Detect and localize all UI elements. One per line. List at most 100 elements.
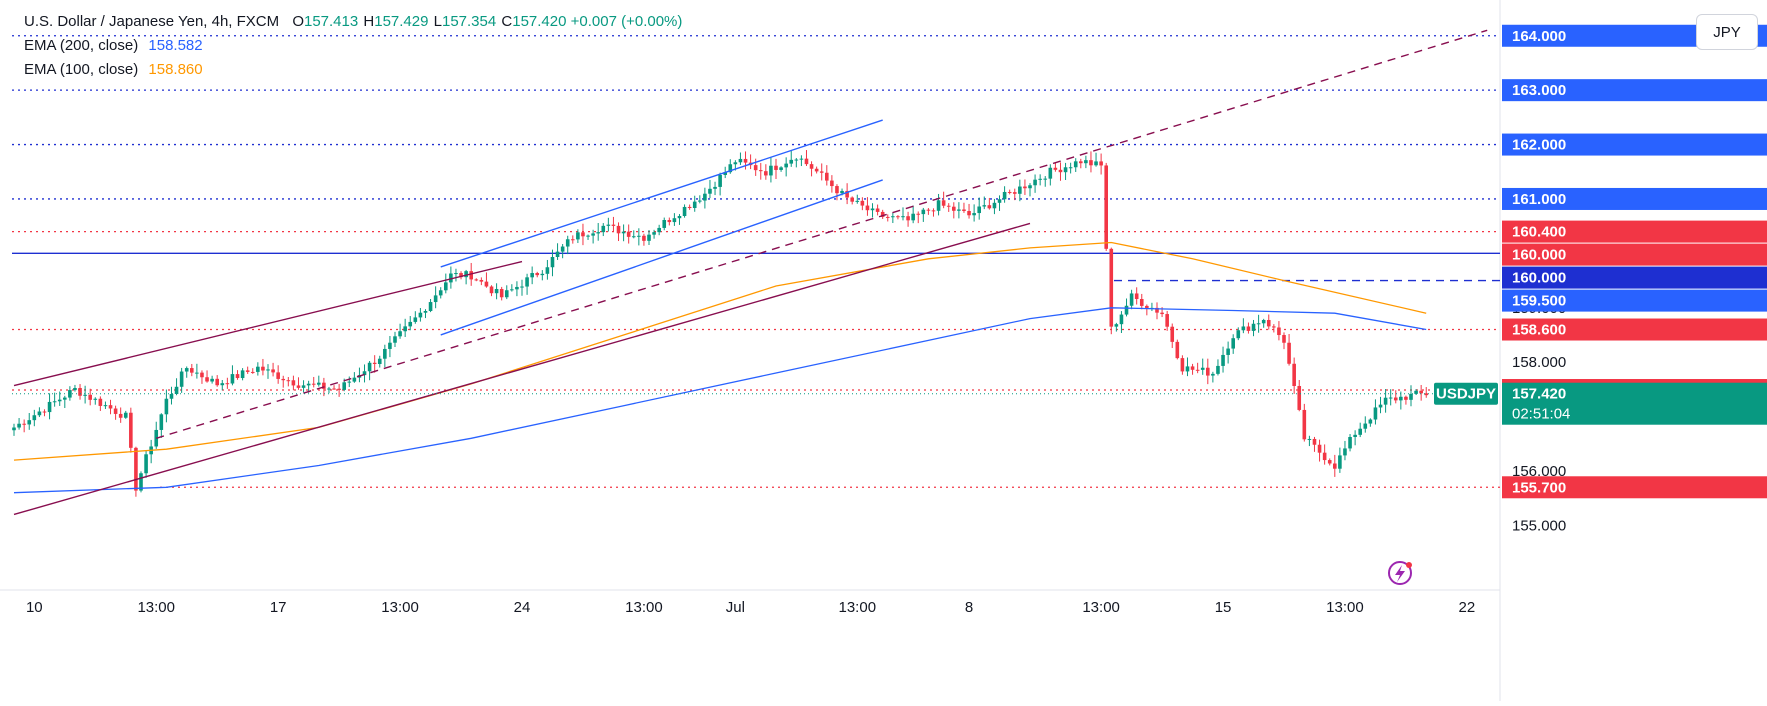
candle-body (957, 209, 961, 211)
candle-body (631, 236, 636, 238)
candle-body (921, 209, 926, 215)
candle-body (530, 273, 534, 278)
candle-body (906, 216, 910, 221)
candle-body (1317, 444, 1322, 453)
candle-body (225, 383, 230, 385)
candle-body (1404, 396, 1408, 400)
candle-body (1419, 390, 1423, 394)
candle-body (616, 225, 621, 234)
candles (12, 150, 1429, 497)
candle-body (540, 273, 545, 276)
candle-body (1053, 167, 1058, 170)
candle-body (1231, 338, 1235, 349)
candle-body (388, 342, 392, 349)
candle-body (301, 385, 306, 388)
candle-body (855, 200, 860, 202)
candle-body (1399, 396, 1403, 401)
candle-body (896, 216, 900, 218)
candle-body (946, 205, 951, 207)
candle-body (784, 163, 788, 168)
candle-body (586, 235, 590, 237)
candle-body (591, 233, 595, 236)
trendline-1 (13, 222, 1031, 516)
candle-body (322, 382, 326, 389)
candle-body (525, 277, 529, 287)
candle-body (809, 164, 814, 169)
legend-row-ema100[interactable]: EMA (100, close) 158.860 (24, 58, 682, 82)
ema200-value: 158.582 (148, 37, 203, 54)
candle-body (723, 172, 727, 175)
candle-body (444, 282, 448, 291)
candle-body (1343, 448, 1347, 456)
candle-body (37, 411, 42, 416)
candle-body (383, 348, 387, 359)
candle-body (1104, 165, 1108, 249)
x-tick-label: 13:00 (381, 599, 419, 616)
candle-body (1292, 363, 1296, 386)
candle-body (1241, 326, 1246, 331)
price-badge-label: 163.000 (1512, 82, 1566, 99)
candle-body (413, 317, 418, 322)
candle-body (240, 370, 245, 379)
candle-body (692, 201, 697, 209)
x-tick-label: Jul (726, 599, 745, 616)
candle-body (403, 326, 407, 332)
candle-body (438, 290, 443, 296)
low-label: L (433, 13, 442, 30)
candle-body (1089, 160, 1093, 166)
candle-body (190, 368, 194, 373)
price-badge-blue (1502, 289, 1767, 312)
candle-body (118, 413, 123, 418)
currency-button[interactable]: JPY (1696, 14, 1758, 50)
candle-body (408, 321, 413, 327)
candle-body (850, 197, 854, 202)
candle-body (581, 232, 585, 237)
candle-body (296, 385, 301, 388)
candle-body (825, 172, 829, 181)
candle-body (93, 398, 98, 400)
candle-body (134, 447, 138, 491)
price-axis-pane (1500, 0, 1767, 701)
candle-body (428, 302, 433, 311)
candle-body (362, 371, 367, 376)
price-badge-red (1502, 243, 1767, 266)
candle-body (1307, 438, 1312, 440)
lightning-icon (1388, 561, 1412, 585)
price-badge-red (1502, 476, 1767, 499)
candle-body (1038, 178, 1042, 180)
candle-body (657, 227, 661, 233)
candle-body (342, 382, 346, 390)
candle-body (504, 290, 509, 298)
candle-body (1129, 293, 1134, 306)
candle-body (1333, 463, 1337, 469)
symbol-badge-label: USDJPY (1436, 386, 1496, 403)
close-label: C (501, 13, 513, 30)
candle-body (1068, 167, 1073, 169)
candle-body (1200, 367, 1205, 370)
candle-body (494, 288, 499, 294)
legend-row-ema200[interactable]: EMA (200, close) 158.582 (24, 34, 682, 58)
candle-body (317, 382, 321, 385)
candle-body (845, 190, 849, 198)
candle-body (1124, 305, 1129, 315)
candle-body (662, 220, 667, 228)
candle-body (1378, 404, 1383, 408)
candle-body (27, 420, 32, 425)
candle-body (367, 362, 372, 372)
candle-body (174, 386, 179, 394)
candle-body (1084, 160, 1088, 164)
high-label: H (363, 13, 375, 30)
candle-body (637, 235, 641, 237)
candle-body (433, 295, 438, 303)
candle-body (1383, 397, 1388, 405)
candle-body (819, 171, 824, 173)
candle-body (1388, 397, 1393, 399)
candle-body (601, 225, 606, 233)
candle-body (565, 239, 570, 247)
candle-body (129, 412, 133, 448)
candle-body (1033, 179, 1037, 186)
candle-body (703, 193, 707, 201)
candle-body (83, 394, 87, 396)
